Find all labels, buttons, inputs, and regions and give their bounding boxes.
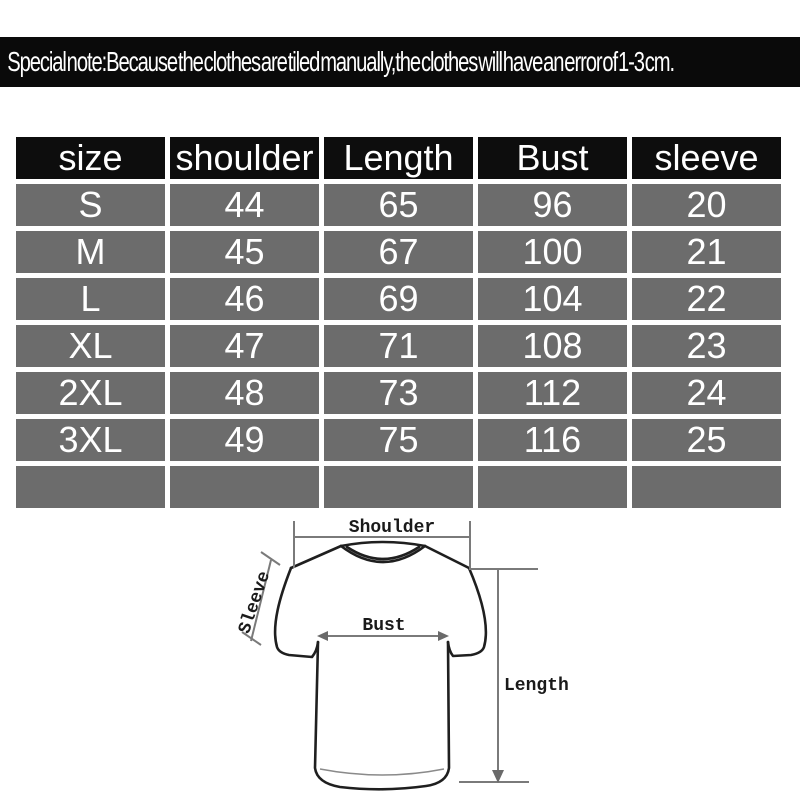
table-value-cell: 24 [632, 372, 781, 414]
table-value-cell: 112 [478, 372, 627, 414]
table-value-cell: 46 [170, 278, 319, 320]
table-header-cell: shoulder [170, 137, 319, 179]
table-value-cell: 73 [324, 372, 473, 414]
bust-label: Bust [362, 616, 405, 636]
table-value-cell: 108 [478, 325, 627, 367]
shoulder-measure: Shoulder [293, 518, 471, 568]
table-value-cell [478, 466, 627, 508]
table-header-cell: sleeve [632, 137, 781, 179]
table-value-cell: 23 [632, 325, 781, 367]
table-value-cell [324, 466, 473, 508]
length-measure: Length [459, 568, 569, 783]
tshirt-outline [273, 540, 488, 791]
bust-measure: Bust [317, 616, 449, 641]
sleeve-label: Sleeve [235, 569, 275, 637]
tshirt-measurement-diagram: Shoulder Sleeve Bust Length [235, 518, 569, 791]
table-size-cell: 2XL [16, 372, 165, 414]
length-label: Length [504, 676, 569, 696]
table-value-cell: 116 [478, 419, 627, 461]
table-size-cell: M [16, 231, 165, 273]
table-value-cell: 75 [324, 419, 473, 461]
table-value-cell [170, 466, 319, 508]
table-value-cell: 69 [324, 278, 473, 320]
table-size-cell: S [16, 184, 165, 226]
table-size-cell: 3XL [16, 419, 165, 461]
table-value-cell: 48 [170, 372, 319, 414]
table-size-cell [16, 466, 165, 508]
table-value-cell: 104 [478, 278, 627, 320]
table-value-cell: 45 [170, 231, 319, 273]
special-note-banner: Special note:Because the clothes are til… [0, 37, 800, 87]
table-size-cell: XL [16, 325, 165, 367]
table-value-cell: 21 [632, 231, 781, 273]
special-note-text: Special note:Because the clothes are til… [7, 46, 675, 77]
table-value-cell: 47 [170, 325, 319, 367]
table-value-cell: 96 [478, 184, 627, 226]
table-header-cell: size [16, 137, 165, 179]
table-value-cell: 20 [632, 184, 781, 226]
table-value-cell: 44 [170, 184, 319, 226]
size-table: size shoulder Length Bust sleeve S 44 65 96 20 M 45… [16, 137, 781, 508]
table-value-cell: 71 [324, 325, 473, 367]
sleeve-measure: Sleeve [235, 551, 281, 646]
table-value-cell: 22 [632, 278, 781, 320]
table-size-cell: L [16, 278, 165, 320]
table-value-cell: 65 [324, 184, 473, 226]
table-value-cell: 25 [632, 419, 781, 461]
table-value-cell: 49 [170, 419, 319, 461]
shoulder-label: Shoulder [349, 518, 435, 538]
table-header-cell: Length [324, 137, 473, 179]
table-header-cell: Bust [478, 137, 627, 179]
table-value-cell [632, 466, 781, 508]
table-value-cell: 67 [324, 231, 473, 273]
table-value-cell: 100 [478, 231, 627, 273]
